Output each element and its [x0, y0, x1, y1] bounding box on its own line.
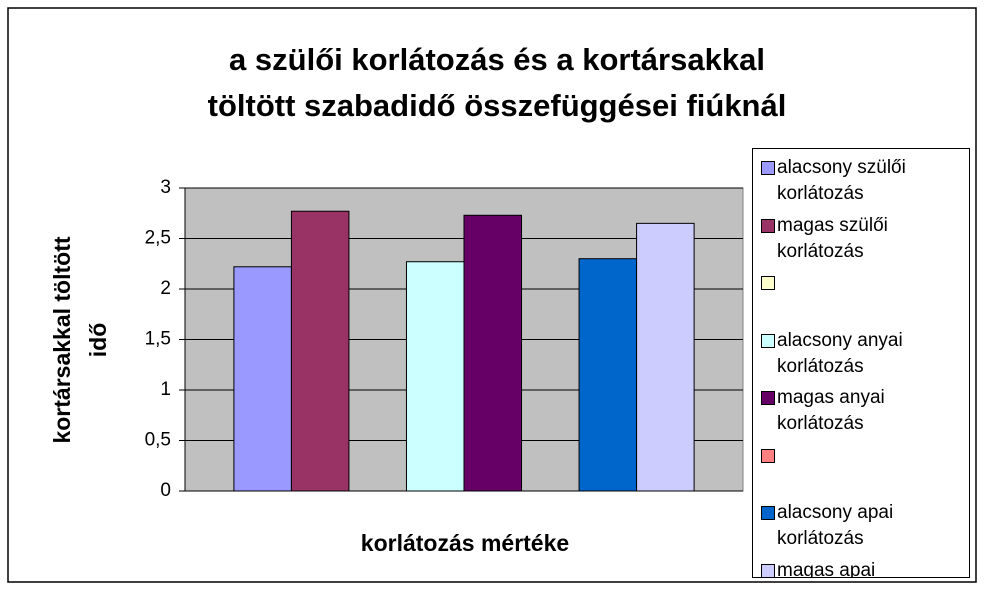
legend-label: alacsony anyai korlátozás — [777, 329, 903, 377]
legend-swatch — [761, 333, 775, 348]
bar — [405, 261, 465, 492]
legend-label: magas szülői korlátozás — [777, 214, 888, 262]
legend-swatch — [761, 161, 775, 175]
x-axis-label: korlátozás mértéke — [361, 530, 569, 556]
legend-entry: magas szülői korlátozás — [761, 213, 961, 265]
legend-entry: magas anyai korlátozás — [761, 385, 961, 437]
legend-entry: alacsony anyai korlátozás — [761, 328, 961, 380]
legend-swatch — [761, 448, 775, 463]
legend-label: alacsony apai korlátozás — [777, 502, 894, 549]
bar — [233, 266, 292, 492]
chart-title: a szülői korlátozás és a kortársakkal — [229, 42, 765, 77]
y-tick-label: 1,5 — [145, 329, 171, 350]
legend-swatch — [761, 563, 775, 577]
legend-entry: alacsony szülői korlátozás — [761, 155, 961, 207]
y-tick-label: 2,5 — [145, 228, 171, 249]
chart-title: töltött szabadidő összefüggései fiúknál — [208, 88, 787, 123]
bar — [290, 210, 350, 492]
legend-swatch — [761, 276, 775, 290]
y-axis-label: kortársakkal töltött — [49, 236, 75, 443]
bar — [578, 258, 638, 492]
legend-entry: alacsony apai korlátozás — [761, 500, 961, 552]
y-tick-label: 0,5 — [145, 430, 171, 451]
legend-label: magas apai — [777, 559, 876, 578]
legend: alacsony szülői korlátozás magas szülői k… — [752, 148, 970, 578]
y-tick-label: 3 — [160, 177, 171, 198]
legend-swatch — [761, 218, 775, 233]
y-axis-label: idő — [85, 323, 111, 358]
y-tick-label: 1 — [160, 379, 171, 400]
bar — [636, 222, 695, 492]
legend-label: magas anyai korlátozás — [777, 387, 885, 434]
y-tick-label: 2 — [160, 278, 171, 299]
legend-swatch — [761, 391, 775, 405]
bar — [463, 214, 523, 492]
legend-label: alacsony szülői korlátozás — [777, 157, 906, 204]
y-tick-label: 0 — [160, 480, 171, 501]
legend-swatch — [761, 506, 775, 520]
legend-entry: magas apai — [761, 558, 961, 578]
